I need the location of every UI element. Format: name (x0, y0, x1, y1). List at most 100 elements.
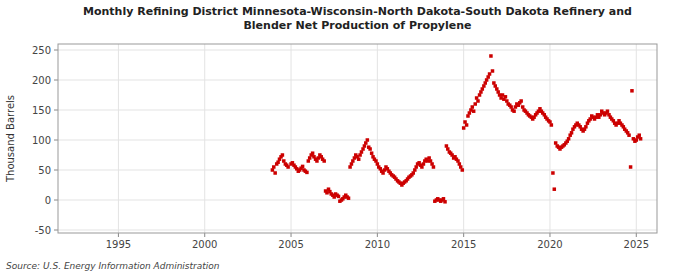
point (412, 171, 416, 175)
axes: -500501001502002501995200020052010201520… (32, 45, 649, 251)
plot-frame (58, 44, 657, 233)
point (357, 157, 361, 161)
point (364, 141, 368, 145)
point (376, 162, 380, 166)
point (584, 125, 588, 129)
grid (58, 44, 657, 233)
grid-line (58, 230, 657, 231)
point (351, 159, 355, 163)
point (554, 141, 558, 145)
tick-label: 150 (32, 105, 51, 116)
grid-line (463, 44, 464, 233)
point (492, 81, 496, 85)
tick (54, 110, 58, 111)
point (505, 99, 509, 103)
point (570, 131, 574, 135)
point (429, 159, 433, 163)
point (414, 165, 418, 169)
tick-label: 0 (45, 195, 51, 206)
grid-line (204, 44, 205, 233)
point (368, 147, 372, 151)
point (358, 153, 362, 157)
point (504, 95, 508, 99)
point (360, 150, 364, 154)
point (548, 120, 552, 124)
point (491, 69, 495, 73)
point (550, 123, 554, 127)
point (432, 165, 436, 169)
point (273, 171, 277, 175)
point (521, 105, 525, 109)
point (476, 99, 480, 103)
point (370, 151, 374, 155)
point (308, 156, 312, 160)
point (485, 78, 489, 82)
point (458, 162, 462, 166)
point (363, 144, 367, 148)
tick-label: 2000 (192, 239, 217, 250)
grid-line (377, 44, 378, 233)
tick (54, 140, 58, 141)
point (446, 147, 450, 151)
plot-area (58, 44, 657, 233)
point (567, 137, 571, 141)
point (311, 151, 315, 155)
tick (377, 233, 378, 237)
point (486, 75, 490, 79)
point (472, 109, 476, 113)
point (427, 156, 431, 160)
tick (54, 170, 58, 171)
grid-line (291, 44, 292, 233)
tick (54, 200, 58, 201)
point (374, 159, 378, 163)
point (347, 196, 351, 200)
point (413, 168, 417, 172)
point (465, 123, 469, 127)
point (276, 160, 280, 164)
tick (54, 230, 58, 231)
point (635, 138, 639, 142)
point (466, 114, 470, 118)
point (637, 133, 641, 137)
point (305, 171, 309, 175)
point (519, 99, 523, 103)
point (494, 84, 498, 88)
point (366, 138, 370, 142)
point (459, 165, 463, 169)
grid-line (58, 80, 657, 81)
point (509, 105, 513, 109)
tick-label: 2025 (624, 239, 649, 250)
point (606, 109, 610, 113)
tick-label: 2010 (365, 239, 390, 250)
grid-line (58, 200, 657, 201)
point (629, 165, 633, 169)
point (495, 87, 499, 91)
tick-label: 100 (32, 135, 51, 146)
point (445, 144, 449, 148)
point (483, 81, 487, 85)
point (272, 165, 276, 169)
grid-line (58, 170, 657, 171)
tick (636, 233, 637, 237)
point (381, 171, 385, 175)
grid-line (58, 50, 657, 51)
tick (54, 50, 58, 51)
point (496, 90, 500, 94)
point (471, 105, 475, 109)
point (361, 147, 365, 151)
tick (204, 233, 205, 237)
point (307, 159, 311, 163)
point (478, 93, 482, 97)
point (337, 195, 341, 199)
tick (463, 233, 464, 237)
tick (549, 233, 550, 237)
tick-label: 250 (32, 45, 51, 56)
grid-line (549, 44, 550, 233)
source-note: Source: U.S. Energy Information Administ… (6, 261, 220, 271)
point (479, 90, 483, 94)
point (282, 159, 286, 163)
point (627, 133, 631, 137)
point (442, 197, 446, 201)
point (348, 165, 352, 169)
chart: -500501001502002501995200020052010201520… (0, 0, 675, 275)
